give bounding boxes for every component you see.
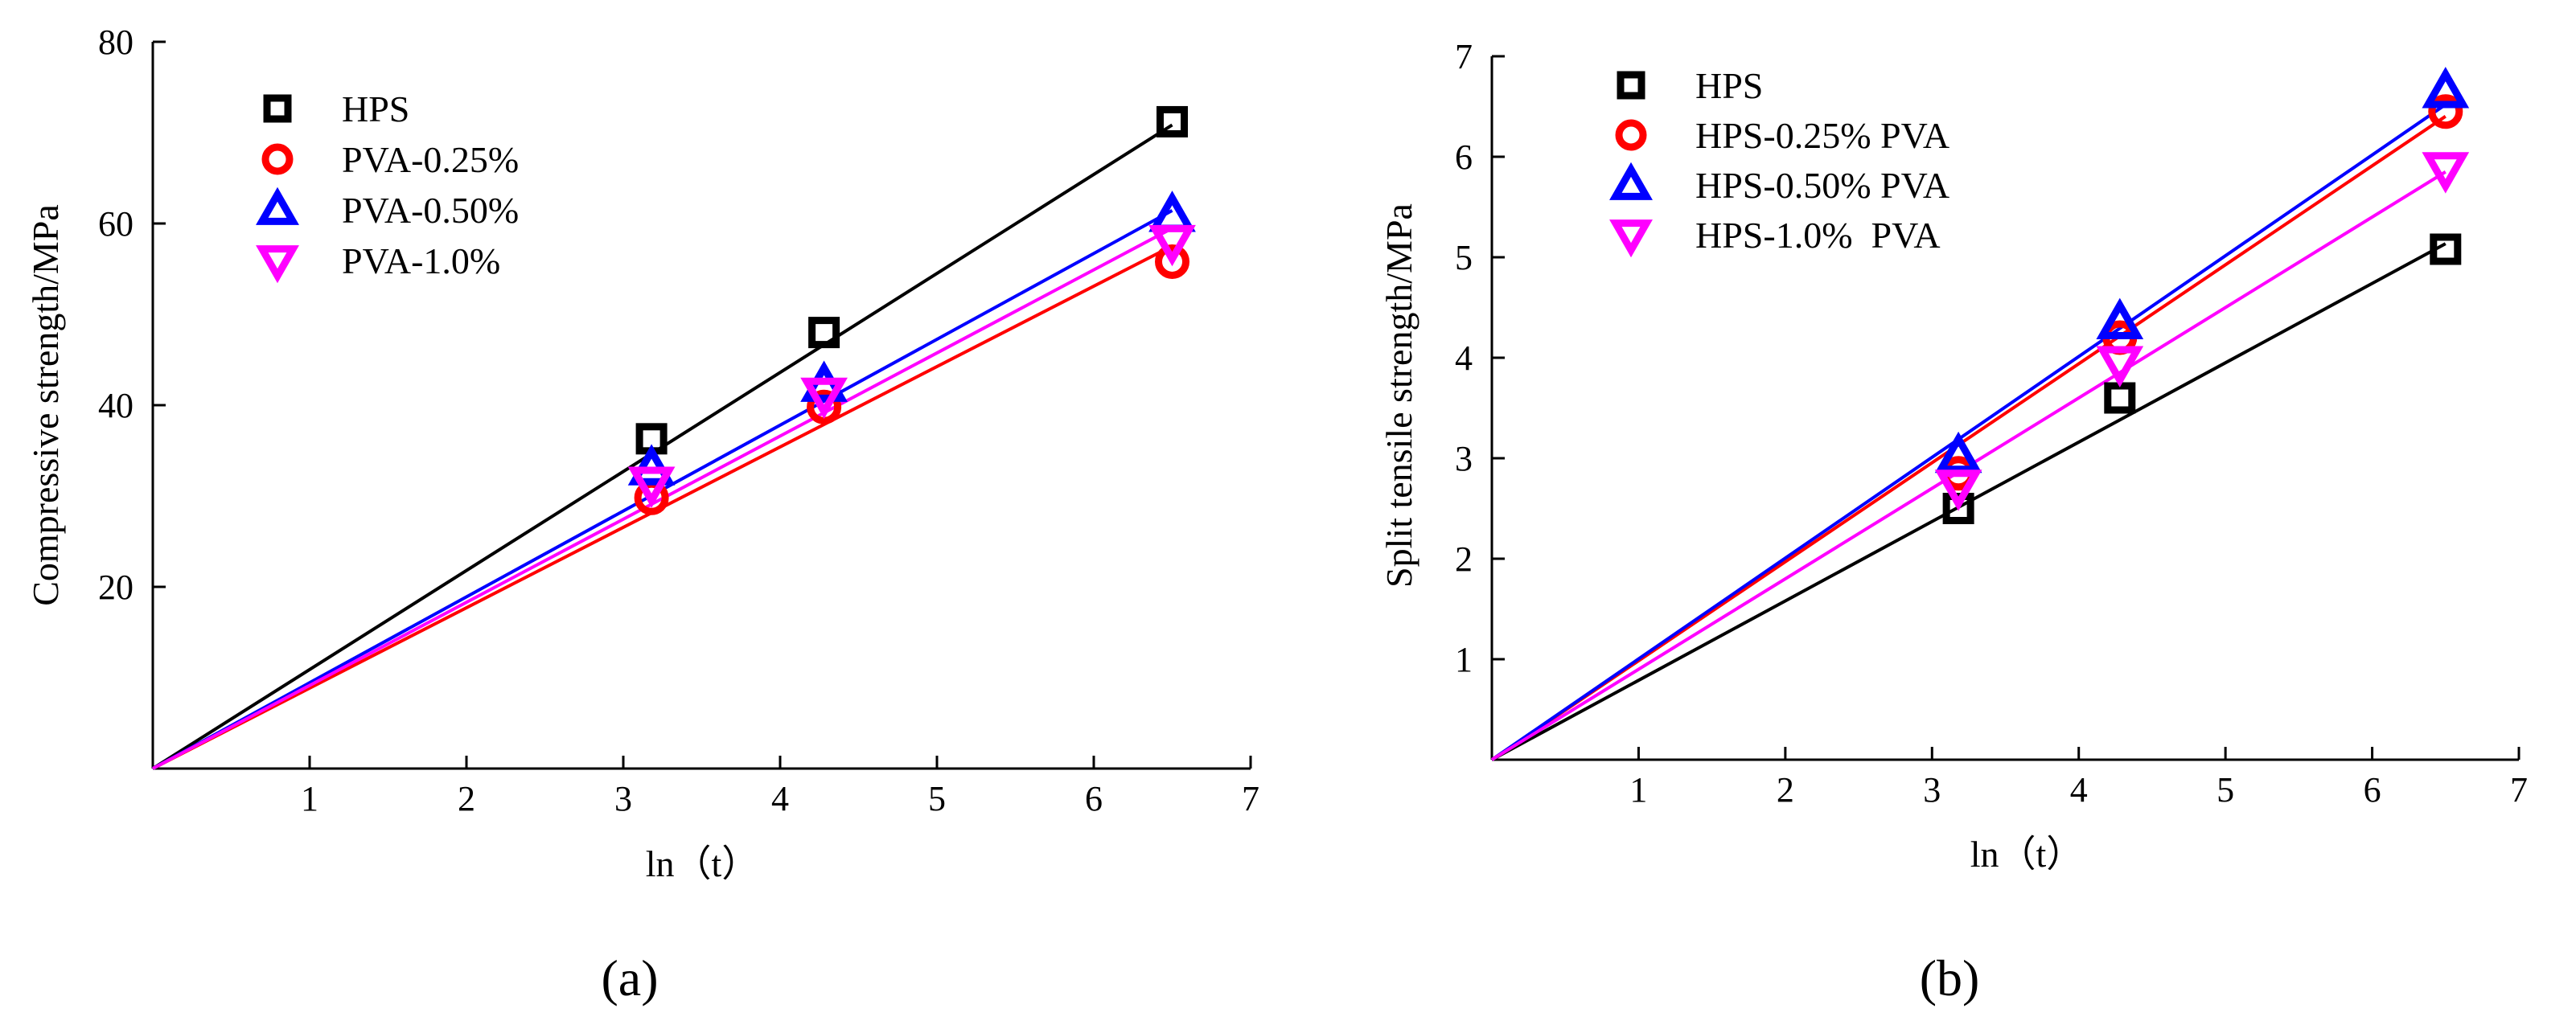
legend-label: HPS — [1695, 65, 1763, 106]
x-tick-label: 2 — [458, 779, 475, 818]
data-point — [2430, 233, 2462, 265]
data-point — [1155, 244, 1189, 279]
legend-marker — [256, 187, 299, 225]
chart-panel-b: 1 2 3 4 5 6 7 1 2 3 4 5 6 7 HPS HPS-0.25% PVA HPS-0.50%… — [1378, 37, 2528, 1007]
data-point — [2422, 152, 2470, 194]
data-point — [2428, 94, 2463, 129]
plot-area-a — [153, 42, 1251, 769]
x-tick-label: 3 — [614, 779, 632, 818]
chart-panel-a: 1 2 3 4 5 6 7 20 40 60 80 HPS PVA-0.25% PVA-0.50% PVA… — [25, 23, 1259, 1007]
y-axis-title-a: Compressive strength/MPa — [25, 204, 66, 606]
axes-b: 1 2 3 4 5 6 7 1 2 3 4 5 6 7 — [1455, 37, 2528, 810]
data-point — [800, 377, 848, 420]
legend-marker — [1609, 219, 1653, 258]
legend-marker — [263, 94, 292, 123]
data-point — [1157, 105, 1188, 137]
y-tick-label: 2 — [1455, 539, 1473, 579]
x-tick-label: 1 — [301, 779, 318, 818]
panel-label-b: (b) — [1920, 949, 1980, 1007]
x-tick-label: 7 — [2510, 770, 2528, 810]
legend-a: HPS PVA-0.25% PVA-0.50% PVA-1.0% — [256, 88, 519, 284]
x-tick-label: 1 — [1629, 770, 1647, 810]
data-point — [2104, 382, 2136, 414]
legend-marker — [1617, 71, 1645, 100]
fit-line — [1490, 103, 2447, 761]
x-axis-title-a: ln（t） — [646, 843, 759, 884]
data-point — [1148, 224, 1196, 267]
y-tick-label: 4 — [1455, 338, 1473, 378]
x-tick-label: 4 — [771, 779, 789, 818]
data-point — [1934, 431, 1982, 474]
data-point — [2422, 67, 2470, 109]
y-axis-title-b: Split tensile strength/MPa — [1378, 203, 1419, 588]
x-tick-label: 5 — [2217, 770, 2234, 810]
legend-marker — [1615, 119, 1647, 151]
legend-marker — [256, 245, 299, 284]
legend-label: HPS — [342, 88, 409, 129]
x-tick-label: 6 — [2364, 770, 2381, 810]
y-tick-label: 6 — [1455, 137, 1473, 177]
y-tick-label: 80 — [98, 23, 134, 62]
legend-label: PVA-1.0% — [342, 240, 500, 281]
panel-label-a: (a) — [601, 949, 658, 1007]
x-tick-label: 4 — [2070, 770, 2088, 810]
data-point — [627, 444, 676, 486]
y-tick-label: 20 — [98, 568, 134, 607]
fit-lines-b — [1490, 103, 2447, 761]
data-point — [1942, 493, 1974, 524]
data-point — [807, 389, 842, 424]
y-tick-label: 60 — [98, 204, 134, 244]
data-points-b — [1934, 67, 2470, 524]
legend-marker — [261, 143, 294, 175]
data-points-a — [627, 105, 1196, 515]
y-tick-label: 40 — [98, 386, 134, 425]
x-tick-label: 7 — [1242, 779, 1259, 818]
axes-a: 1 2 3 4 5 6 7 20 40 60 80 — [98, 23, 1259, 818]
legend-label: HPS-1.0% PVA — [1695, 215, 1941, 256]
data-point — [627, 466, 676, 508]
x-tick-label: 6 — [1085, 779, 1103, 818]
data-point — [1934, 469, 1982, 511]
fit-line — [1490, 115, 2447, 761]
legend-label: HPS-0.25% PVA — [1695, 115, 1949, 156]
x-tick-label: 3 — [1923, 770, 1941, 810]
legend-label: PVA-0.25% — [342, 139, 519, 180]
legend-label: HPS-0.50% PVA — [1695, 165, 1949, 206]
x-axis-title-b: ln（t） — [1970, 834, 2084, 875]
legend-b: HPS HPS-0.25% PVA HPS-0.50% PVA HPS-1.0% PV… — [1609, 65, 1949, 258]
y-tick-label: 7 — [1455, 37, 1473, 76]
x-tick-label: 5 — [928, 779, 946, 818]
y-tick-label: 5 — [1455, 238, 1473, 277]
y-tick-label: 3 — [1455, 439, 1473, 478]
legend-label: PVA-0.50% — [342, 190, 519, 231]
y-tick-label: 1 — [1455, 640, 1473, 679]
x-tick-label: 2 — [1777, 770, 1794, 810]
legend-marker — [1609, 162, 1653, 200]
data-point — [808, 317, 840, 349]
data-point — [2096, 297, 2144, 339]
data-point — [2096, 346, 2144, 387]
data-point — [1148, 191, 1196, 232]
